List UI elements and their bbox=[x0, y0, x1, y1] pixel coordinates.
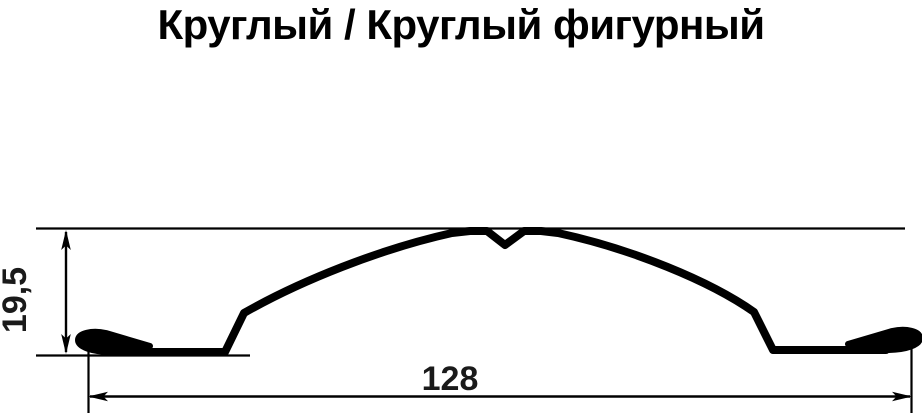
dimension-label-width: 128 bbox=[422, 360, 479, 398]
page-title: Круглый / Круглый фигурный bbox=[157, 1, 765, 48]
profile-hem-left bbox=[75, 328, 153, 355]
profile-outline bbox=[75, 227, 922, 356]
arrowhead-right-icon bbox=[892, 391, 912, 402]
profile-main-path bbox=[108, 227, 890, 356]
dimension-width: 128 bbox=[88, 360, 912, 402]
dimension-label-height: 19,5 bbox=[0, 267, 34, 333]
arrowhead-up-icon bbox=[61, 230, 71, 250]
dimension-height: 19,5 bbox=[0, 230, 71, 354]
arrowhead-left-icon bbox=[88, 391, 108, 402]
arrowhead-down-icon bbox=[61, 334, 71, 354]
profile-hem-right bbox=[845, 326, 922, 353]
